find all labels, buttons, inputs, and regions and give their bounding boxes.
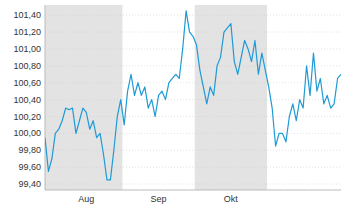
y-tick-label: 101,40 xyxy=(13,10,41,20)
grid-line xyxy=(45,167,341,168)
grid-line xyxy=(45,48,341,49)
grid-line xyxy=(45,65,341,66)
y-tick-label: 101,20 xyxy=(13,27,41,37)
y-tick-label: 100,60 xyxy=(13,78,41,88)
y-tick-label: 99,40 xyxy=(18,179,41,189)
y-tick-label: 99,60 xyxy=(18,162,41,172)
series xyxy=(45,11,341,180)
y-tick-label: 101,00 xyxy=(13,44,41,54)
grid-line xyxy=(45,133,341,134)
y-tick-label: 100,20 xyxy=(13,112,41,122)
x-tick-label: Sep xyxy=(151,194,167,204)
grid-line xyxy=(45,82,341,83)
grid-line xyxy=(45,184,341,185)
y-axis xyxy=(45,5,46,190)
y-tick-label: 100,40 xyxy=(13,95,41,105)
bands xyxy=(45,5,267,190)
price-line xyxy=(45,11,341,180)
x-tick-label: Okt xyxy=(224,194,239,204)
grid-line xyxy=(45,99,341,100)
y-tick-label: 100,80 xyxy=(13,61,41,71)
grid-line xyxy=(45,150,341,151)
grid-line xyxy=(45,32,341,33)
y-tick-label: 100,00 xyxy=(13,128,41,138)
x-axis xyxy=(45,190,341,191)
y-tick-label: 99,80 xyxy=(18,145,41,155)
chart: 99,40 99,60 99,80 100,00 100,20 100,40 100,60 1… xyxy=(0,0,341,207)
grid-line xyxy=(45,15,341,16)
month-band xyxy=(45,5,122,190)
x-tick-label: Aug xyxy=(78,194,94,204)
